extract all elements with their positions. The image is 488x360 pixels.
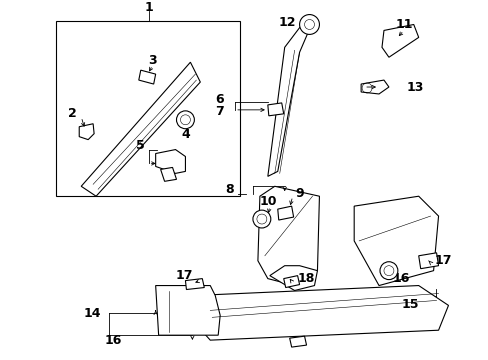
Polygon shape xyxy=(381,24,418,57)
Polygon shape xyxy=(353,196,438,285)
Text: 12: 12 xyxy=(278,16,295,29)
Polygon shape xyxy=(361,80,388,94)
Text: 8: 8 xyxy=(225,183,234,196)
Polygon shape xyxy=(139,70,155,84)
Text: 11: 11 xyxy=(395,18,413,31)
Polygon shape xyxy=(155,285,220,335)
Text: 2: 2 xyxy=(68,107,77,120)
Polygon shape xyxy=(289,336,306,347)
Text: 15: 15 xyxy=(401,298,419,311)
Circle shape xyxy=(299,14,319,35)
Text: 10: 10 xyxy=(259,195,276,208)
Text: 14: 14 xyxy=(83,307,101,320)
Polygon shape xyxy=(269,266,317,291)
Text: 1: 1 xyxy=(144,1,153,14)
Polygon shape xyxy=(267,14,314,176)
Text: 16: 16 xyxy=(392,272,409,285)
Polygon shape xyxy=(79,124,94,140)
Text: 13: 13 xyxy=(406,81,423,94)
Bar xyxy=(56,21,240,196)
Text: 18: 18 xyxy=(297,272,314,285)
Circle shape xyxy=(176,111,194,129)
Text: 6: 6 xyxy=(215,94,224,107)
Text: 17: 17 xyxy=(176,269,193,282)
Text: 5: 5 xyxy=(136,139,144,152)
Polygon shape xyxy=(257,186,319,285)
Text: 9: 9 xyxy=(295,187,304,200)
Polygon shape xyxy=(418,253,438,269)
Text: 3: 3 xyxy=(148,54,157,67)
Polygon shape xyxy=(283,276,299,288)
Polygon shape xyxy=(160,167,176,181)
Polygon shape xyxy=(192,285,447,340)
Text: 4: 4 xyxy=(181,128,189,141)
Polygon shape xyxy=(277,206,293,220)
Polygon shape xyxy=(155,149,185,174)
Polygon shape xyxy=(81,62,200,196)
Text: 17: 17 xyxy=(434,254,451,267)
Text: 16: 16 xyxy=(104,334,122,347)
Polygon shape xyxy=(185,279,204,289)
Polygon shape xyxy=(267,103,283,116)
Circle shape xyxy=(379,262,397,280)
Text: 7: 7 xyxy=(215,105,224,118)
Circle shape xyxy=(252,210,270,228)
